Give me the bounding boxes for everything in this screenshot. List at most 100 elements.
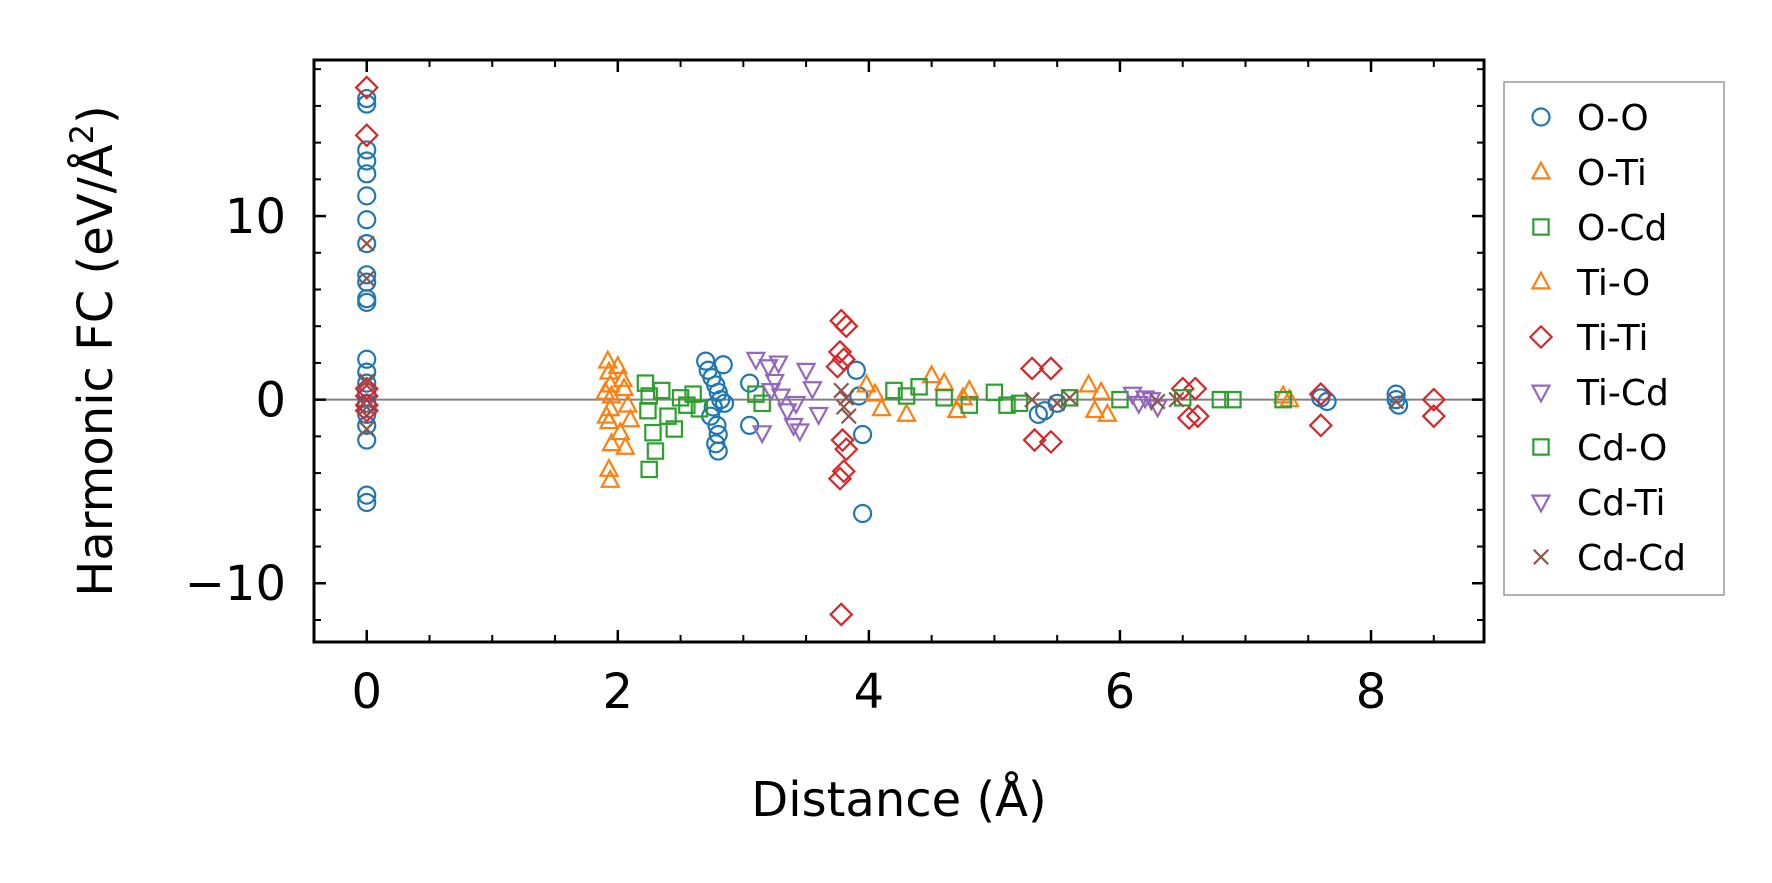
data-point-o-ti-26 xyxy=(1279,387,1300,408)
series-o-ti xyxy=(597,349,1300,488)
y-axis-title-main: Harmonic FC (eV/Å xyxy=(67,144,124,597)
data-point-ti-cd-7 xyxy=(795,362,817,382)
data-point-ti-o-0 xyxy=(594,380,616,400)
data-point-cd-ti-0 xyxy=(760,382,782,403)
data-point-o-cd-12 xyxy=(753,394,771,413)
data-point-o-o-1 xyxy=(357,94,377,114)
data-point-o-o-8 xyxy=(357,265,377,285)
y-axis-title-sup: 2 xyxy=(63,124,101,144)
data-point-ti-ti-14 xyxy=(831,459,856,484)
legend-label: Ti-Ti xyxy=(1576,318,1648,359)
tick-labels-layer: 0 2 4 6 8 −10 0 10 xyxy=(185,189,1387,720)
legend-entry-cd-cd: Cd-Cd xyxy=(1533,538,1686,579)
data-point-ti-ti-19 xyxy=(1038,429,1064,455)
data-point-cd-o-2 xyxy=(897,387,916,405)
data-point-o-ti-0 xyxy=(597,349,619,369)
data-point-cd-o-1 xyxy=(690,400,709,418)
data-point-o-ti-7 xyxy=(598,457,620,477)
data-point-o-cd-8 xyxy=(665,420,684,438)
data-point-cd-cd-12 xyxy=(1149,393,1166,410)
data-point-cd-cd-9 xyxy=(1024,391,1041,408)
legend-label: O-Ti xyxy=(1577,153,1647,194)
data-point-o-ti-10 xyxy=(613,376,635,397)
x-axis-title: Distance (Å) xyxy=(751,771,1046,828)
data-point-o-cd-4 xyxy=(646,442,665,460)
legend-marker-cd-o xyxy=(1532,438,1550,456)
data-point-ti-ti-5 xyxy=(354,398,379,423)
data-point-o-o-20 xyxy=(357,485,377,505)
data-point-o-ti-24 xyxy=(1090,380,1112,400)
data-point-ti-o-3 xyxy=(896,402,917,422)
series-o-cd xyxy=(636,374,1292,479)
data-point-ti-o-5 xyxy=(1097,402,1118,422)
data-point-ti-ti-15 xyxy=(829,602,854,627)
data-point-o-cd-3 xyxy=(644,423,662,442)
data-point-ti-cd-14 xyxy=(1134,390,1156,410)
legend-entry-o-ti: O-Ti xyxy=(1530,153,1647,194)
data-point-ti-cd-3 xyxy=(770,388,792,408)
x-tick-label: 2 xyxy=(603,664,634,720)
data-point-o-cd-7 xyxy=(659,407,677,425)
data-point-o-cd-2 xyxy=(639,401,657,420)
legend-marker-ti-o xyxy=(1530,270,1552,290)
legend-label: Ti-Cd xyxy=(1576,373,1669,414)
data-point-ti-ti-22 xyxy=(1176,405,1202,431)
y-tick-label: 0 xyxy=(255,373,286,429)
data-point-o-cd-10 xyxy=(678,396,696,414)
data-point-ti-o-1 xyxy=(596,404,617,424)
series-o-o xyxy=(357,88,1409,524)
data-point-o-o-19 xyxy=(357,430,377,450)
legend-marker-ti-ti xyxy=(1528,324,1554,350)
series-cd-ti xyxy=(760,382,1162,415)
data-point-o-o-30 xyxy=(707,415,727,435)
data-point-o-o-34 xyxy=(713,355,733,375)
y-tick-label: 10 xyxy=(225,189,286,245)
data-point-o-o-36 xyxy=(740,373,760,393)
data-point-cd-cd-11 xyxy=(1061,389,1078,406)
data-point-o-o-11 xyxy=(357,292,377,312)
data-point-ti-ti-23 xyxy=(1185,403,1210,429)
data-point-o-ti-8 xyxy=(599,468,621,488)
data-point-ti-o-2 xyxy=(614,435,636,455)
data-point-o-ti-16 xyxy=(864,382,886,402)
data-point-o-o-0 xyxy=(357,88,377,109)
data-point-o-cd-13 xyxy=(885,381,903,400)
data-point-o-cd-21 xyxy=(1211,390,1230,409)
data-point-ti-ti-16 xyxy=(1019,356,1045,381)
data-point-o-o-2 xyxy=(357,140,377,160)
data-point-o-o-3 xyxy=(357,151,377,171)
data-point-ti-ti-10 xyxy=(825,354,850,379)
data-point-cd-o-3 xyxy=(998,396,1016,414)
data-point-o-o-46 xyxy=(1317,391,1337,412)
ticks-layer xyxy=(314,60,1484,642)
data-point-cd-cd-2 xyxy=(358,373,375,390)
data-point-o-ti-6 xyxy=(601,432,622,452)
data-point-ti-cd-6 xyxy=(789,423,811,443)
data-point-o-ti-23 xyxy=(1084,399,1106,419)
data-point-ti-cd-5 xyxy=(783,417,804,438)
legend-items: O-O O-Ti O-Cd Ti-O Ti-Ti Ti-Cd Cd-O Cd-Ti Cd-Cd xyxy=(1528,98,1686,579)
data-point-cd-cd-10 xyxy=(1049,395,1066,412)
data-point-o-cd-22 xyxy=(1224,390,1242,409)
legend-marker-o-cd xyxy=(1532,218,1550,236)
data-point-o-ti-11 xyxy=(617,393,639,413)
x-tick-label: 0 xyxy=(351,664,382,720)
data-point-ti-cd-2 xyxy=(764,373,786,393)
data-point-o-cd-23 xyxy=(1274,390,1292,409)
data-point-o-cd-11 xyxy=(747,385,765,403)
legend-entry-o-cd: O-Cd xyxy=(1532,208,1667,249)
data-point-o-o-6 xyxy=(357,210,377,230)
data-point-cd-cd-7 xyxy=(835,398,852,415)
data-point-o-cd-6 xyxy=(652,381,671,400)
data-point-o-o-49 xyxy=(1389,395,1409,415)
data-point-cd-cd-6 xyxy=(838,389,855,406)
data-point-o-o-12 xyxy=(357,349,377,369)
data-point-o-o-38 xyxy=(846,360,866,380)
data-point-o-o-39 xyxy=(852,424,873,445)
data-point-ti-ti-12 xyxy=(834,437,859,462)
data-point-ti-cd-11 xyxy=(768,355,789,375)
x-tick-label: 4 xyxy=(854,664,885,720)
data-point-ti-cd-12 xyxy=(1122,386,1143,406)
data-point-cd-cd-0 xyxy=(358,235,375,252)
